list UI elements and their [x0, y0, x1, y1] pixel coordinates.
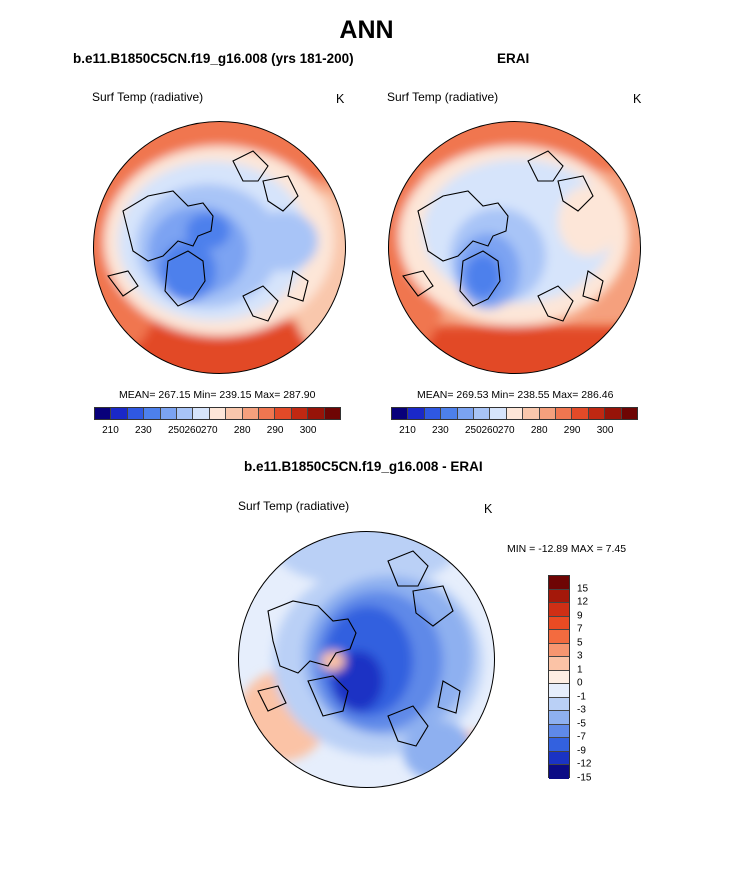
- obs-colorbar-swatch: [474, 408, 491, 419]
- model-colorbar-tick-label: 300: [299, 425, 317, 436]
- obs-colorbar-tick-label: 270: [497, 425, 515, 436]
- model-colorbar-ticks: 210 230 250 260 270 280 290 300: [94, 425, 341, 437]
- obs-colorbar-tick-label: 280: [530, 425, 548, 436]
- obs-colorbar-swatch: [392, 408, 409, 419]
- obs-stats: MEAN= 269.53 Min= 238.55 Max= 286.46: [417, 389, 614, 401]
- diff-variable-label: Surf Temp (radiative): [238, 499, 350, 513]
- model-colorbar-swatch: [324, 408, 341, 419]
- diff-colorbar-swatch: [549, 603, 569, 617]
- obs-colorbar-swatch: [506, 408, 524, 419]
- figure-title: ANN: [339, 16, 394, 44]
- model-colorbar-tick-label: 210: [102, 425, 119, 436]
- model-colorbar-tick-label: 250: [167, 425, 185, 436]
- obs-colorbar-swatch: [572, 408, 589, 419]
- obs-colorbar-swatch: [457, 408, 475, 419]
- diff-colorbar-swatch: [549, 630, 569, 644]
- obs-colorbar-tick-label: 210: [399, 425, 416, 436]
- diff-colorbar-tick-label: 15: [577, 583, 589, 595]
- diff-colorbar: [548, 575, 570, 779]
- model-colorbar-tick-label: 260: [184, 425, 202, 436]
- obs-variable-label: Surf Temp (radiative): [387, 90, 499, 104]
- obs-colorbar-swatch: [408, 408, 425, 419]
- diff-colorbar-tick-label: 9: [577, 610, 583, 622]
- model-colorbar-swatch: [95, 408, 112, 419]
- obs-colorbar-tick-label: 230: [432, 425, 449, 436]
- model-variable-label: Surf Temp (radiative): [92, 90, 204, 104]
- diff-colorbar-tick-label: -3: [577, 704, 586, 716]
- model-units-label: K: [336, 92, 345, 106]
- diff-units-label: K: [484, 502, 493, 516]
- diff-colorbar-tick-label: -15: [577, 772, 592, 784]
- diff-colorbar-tick-label: -7: [577, 731, 586, 743]
- model-colorbar-swatch: [209, 408, 227, 419]
- model-colorbar-swatch: [259, 408, 276, 419]
- diff-colorbar-swatch: [549, 657, 569, 671]
- obs-polar-map: [388, 121, 641, 374]
- model-polar-map: [93, 121, 346, 374]
- model-colorbar-swatch: [308, 408, 325, 419]
- diff-colorbar-tick-label: -1: [577, 691, 586, 703]
- obs-colorbar-swatch: [424, 408, 442, 419]
- model-colorbar-swatch: [177, 408, 194, 419]
- diff-colorbar-tick-label: -12: [577, 758, 592, 770]
- obs-colorbar-swatch: [621, 408, 638, 419]
- diff-panel-title: b.e11.B1850C5CN.f19_g16.008 - ERAI: [244, 459, 483, 474]
- model-colorbar-swatch: [275, 408, 292, 419]
- model-colorbar: [94, 407, 341, 420]
- diff-colorbar-swatch: [549, 751, 569, 766]
- obs-colorbar-tick-label: 290: [563, 425, 581, 436]
- obs-panel-title: ERAI: [497, 51, 530, 66]
- diff-colorbar-tick-label: 1: [577, 664, 583, 676]
- diff-colorbar-tick-label: 7: [577, 623, 583, 635]
- diff-colorbar-swatch: [549, 684, 569, 698]
- diff-colorbar-swatch: [549, 670, 569, 685]
- obs-colorbar-tick-label: 260: [481, 425, 499, 436]
- diff-colorbar-tick-label: 0: [577, 677, 583, 689]
- diff-polar-map: [238, 531, 495, 788]
- diff-colorbar-ticks: 15 12 9 7 5 3 1 0 -1 -3 -5 -7 -9 -12 -15: [577, 575, 607, 783]
- model-colorbar-tick-label: 290: [266, 425, 284, 436]
- model-colorbar-swatch: [291, 408, 309, 419]
- diff-colorbar-swatch: [549, 765, 569, 779]
- model-colorbar-swatch: [144, 408, 161, 419]
- obs-colorbar-swatch: [539, 408, 557, 419]
- diff-colorbar-tick-label: 3: [577, 650, 583, 662]
- obs-colorbar-swatch: [556, 408, 573, 419]
- diff-colorbar-swatch: [549, 643, 569, 658]
- model-colorbar-swatch: [226, 408, 243, 419]
- diff-colorbar-tick-label: -9: [577, 745, 586, 757]
- obs-colorbar-ticks: 210 230 250 260 270 280 290 300: [391, 425, 638, 437]
- diff-colorbar-swatch: [549, 697, 569, 712]
- diff-colorbar-swatch: [549, 738, 569, 752]
- diff-colorbar-tick-label: 12: [577, 596, 589, 608]
- diff-colorbar-swatch: [549, 616, 569, 631]
- diff-colorbar-swatch: [549, 711, 569, 725]
- model-colorbar-swatch: [111, 408, 128, 419]
- model-colorbar-swatch: [160, 408, 178, 419]
- obs-units-label: K: [633, 92, 642, 106]
- model-colorbar-swatch: [127, 408, 145, 419]
- model-colorbar-tick-label: 270: [200, 425, 218, 436]
- diff-colorbar-tick-label: 5: [577, 637, 583, 649]
- obs-colorbar-swatch: [588, 408, 606, 419]
- model-stats: MEAN= 267.15 Min= 239.15 Max= 287.90: [119, 389, 316, 401]
- diff-stats: MIN = -12.89 MAX = 7.45: [507, 543, 627, 555]
- model-colorbar-swatch: [242, 408, 260, 419]
- model-colorbar-tick-label: 280: [233, 425, 251, 436]
- obs-colorbar-tick-label: 250: [464, 425, 482, 436]
- obs-colorbar-swatch: [490, 408, 507, 419]
- obs-colorbar-swatch: [441, 408, 458, 419]
- diff-colorbar-swatch: [549, 589, 569, 604]
- model-colorbar-swatch: [193, 408, 210, 419]
- model-panel-title: b.e11.B1850C5CN.f19_g16.008 (yrs 181-200…: [73, 51, 354, 66]
- obs-colorbar-swatch: [605, 408, 622, 419]
- obs-colorbar: [391, 407, 638, 420]
- model-colorbar-tick-label: 230: [135, 425, 152, 436]
- diff-colorbar-swatch: [549, 576, 569, 590]
- obs-colorbar-tick-label: 300: [596, 425, 614, 436]
- diff-colorbar-tick-label: -5: [577, 718, 586, 730]
- diff-colorbar-swatch: [549, 724, 569, 739]
- obs-colorbar-swatch: [523, 408, 540, 419]
